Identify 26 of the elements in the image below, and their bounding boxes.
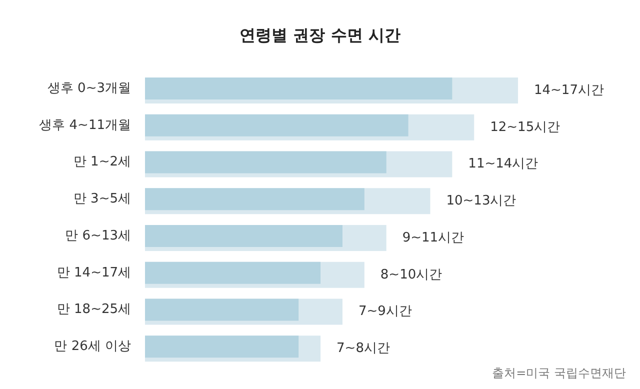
bar xyxy=(145,224,342,247)
bar xyxy=(145,188,364,210)
data-label: 9~11시간 xyxy=(402,230,464,246)
y-tick-label: 만 3~5세 xyxy=(73,192,131,207)
y-tick-label: 만 26세 이상 xyxy=(54,339,131,354)
bar xyxy=(145,114,408,136)
y-tick-label: 만 6~13세 xyxy=(65,228,131,244)
bar xyxy=(145,262,321,284)
data-label: 7~9시간 xyxy=(358,304,412,320)
data-label: 8~10시간 xyxy=(380,267,442,282)
data-label: 14~17시간 xyxy=(534,82,604,98)
data-label: 7~8시간 xyxy=(336,341,390,356)
bar xyxy=(145,151,386,174)
source-note: 출처=미국 국립수면재단 xyxy=(492,366,626,380)
chart-title: 연령별 권장 수면 시간 xyxy=(240,26,400,44)
bar xyxy=(145,336,299,358)
bar xyxy=(145,298,299,321)
y-tick-label: 만 18~25세 xyxy=(56,302,131,318)
data-label: 10~13시간 xyxy=(446,194,516,209)
y-tick-label: 생후 4~11개월 xyxy=(39,118,131,133)
y-tick-label: 만 14~17세 xyxy=(56,265,131,280)
y-tick-label: 생후 0~3개월 xyxy=(47,80,131,96)
y-tick-label: 만 1~2세 xyxy=(73,154,131,170)
data-label: 11~14시간 xyxy=(468,156,538,172)
bar xyxy=(145,77,452,100)
data-label: 12~15시간 xyxy=(490,120,560,135)
